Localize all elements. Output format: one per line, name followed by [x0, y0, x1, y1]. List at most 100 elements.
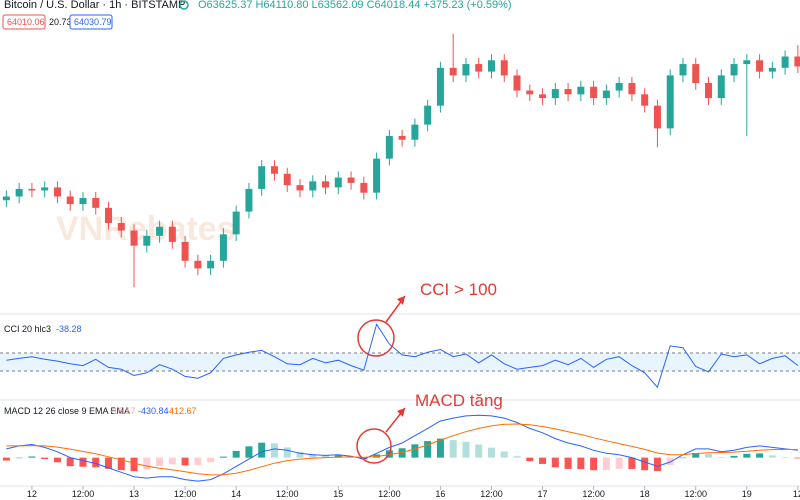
candle-body — [334, 177, 342, 188]
spread: 20.73 — [49, 17, 72, 27]
candle-body — [679, 64, 687, 76]
histogram-bar — [360, 457, 368, 460]
candle-body — [296, 185, 304, 191]
signal-line — [6, 423, 798, 476]
candle-body — [194, 260, 202, 269]
candle-body — [756, 60, 764, 72]
histogram-bar — [53, 457, 61, 463]
candle-body — [15, 188, 23, 197]
histogram-bar — [577, 457, 585, 470]
candle-body — [53, 187, 61, 197]
arrowhead — [397, 408, 405, 417]
x-tick-label: 12:00 — [378, 489, 401, 499]
candle-body — [2, 196, 10, 201]
histogram-bar — [462, 441, 470, 458]
histogram-bar — [168, 457, 176, 465]
candle-body — [768, 67, 776, 72]
pane-value: -18.17 — [110, 406, 136, 416]
candle-body — [717, 75, 725, 99]
candle-body — [500, 60, 508, 76]
histogram-bar — [602, 457, 610, 471]
candle-body — [130, 230, 138, 246]
macd-line — [6, 414, 798, 482]
histogram-bar — [449, 440, 457, 458]
histogram-bar — [424, 441, 432, 458]
candle-body — [385, 135, 393, 159]
pane-title: MACD 12 26 close 9 EMA EMA — [4, 406, 130, 416]
x-tick-label: 13 — [129, 489, 139, 499]
histogram-bar — [679, 457, 687, 459]
candle-body — [168, 226, 176, 242]
histogram-bar — [743, 453, 751, 458]
candle-body — [66, 196, 74, 205]
histogram-bar — [2, 457, 10, 461]
x-tick-label: 15 — [333, 489, 343, 499]
candle-body — [641, 94, 649, 106]
pane-value: -412.67 — [166, 406, 197, 416]
x-tick-label: 12 — [793, 489, 800, 499]
histogram-bar — [105, 457, 113, 469]
candle-body — [322, 181, 330, 188]
candle-body — [462, 64, 470, 76]
x-tick-label: 12:00 — [684, 489, 707, 499]
histogram-bar — [296, 451, 304, 458]
pane-value: -430.84 — [138, 406, 169, 416]
histogram-bar — [398, 448, 406, 458]
x-tick-label: 17 — [538, 489, 548, 499]
histogram-bar — [781, 457, 789, 458]
histogram-bar — [487, 447, 495, 458]
candle-body — [794, 56, 800, 67]
candle-body — [526, 90, 534, 95]
histogram-bar — [628, 457, 636, 469]
histogram-bar — [156, 457, 164, 466]
x-tick-label: 12:00 — [582, 489, 605, 499]
x-tick-label: 18 — [640, 489, 650, 499]
histogram-bar — [551, 457, 559, 468]
histogram-bar — [475, 444, 483, 458]
histogram-bar — [436, 438, 444, 458]
annotation: CCI > 100 — [420, 280, 497, 299]
histogram-bar — [705, 453, 713, 458]
candle-body — [577, 86, 585, 95]
histogram-bar — [564, 457, 572, 469]
histogram-bar — [41, 457, 49, 460]
x-tick-label: 19 — [742, 489, 752, 499]
histogram-bar — [245, 446, 253, 458]
pane-value: -38.28 — [56, 324, 82, 334]
histogram-bar — [666, 457, 674, 465]
pane-title: CCI 20 hlc3 — [4, 324, 51, 334]
symbol: Bitcoin / U.S. Dollar · 1h · BITSTAMP — [4, 0, 185, 11]
histogram-bar — [207, 457, 215, 463]
candle-body — [398, 135, 406, 140]
histogram-bar — [334, 455, 342, 458]
candle-body — [615, 82, 623, 91]
candle-body — [487, 60, 495, 72]
candle-body — [79, 198, 87, 205]
candle-body — [143, 235, 151, 246]
highlight-circle — [357, 319, 395, 357]
candle-body — [411, 124, 419, 140]
histogram-bar — [283, 447, 291, 458]
histogram-bar — [411, 444, 419, 458]
candle-body — [181, 241, 189, 261]
histogram-bar — [79, 457, 87, 467]
candle-body — [360, 182, 368, 193]
candle-body — [232, 211, 240, 235]
candle-body — [41, 187, 49, 191]
histogram-bar — [117, 457, 125, 471]
candle-body — [92, 198, 100, 208]
histogram-bar — [28, 456, 36, 458]
candle-body — [283, 173, 291, 186]
candle-body — [539, 94, 547, 99]
candle-body — [347, 177, 355, 183]
annotation: MACD tăng — [415, 391, 503, 410]
histogram-bar — [653, 457, 661, 472]
histogram-bar — [768, 455, 776, 458]
bid: 64010.06 — [7, 17, 45, 27]
histogram-bar — [15, 457, 23, 459]
candle-body — [730, 64, 738, 76]
candle-body — [258, 166, 266, 189]
candle-body — [245, 188, 253, 212]
